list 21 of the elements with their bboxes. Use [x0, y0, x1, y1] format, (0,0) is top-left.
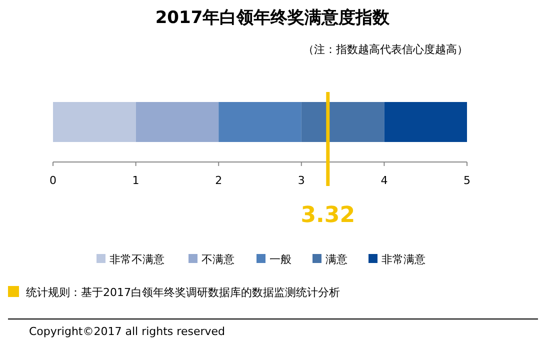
- legend-label: 一般: [270, 253, 292, 266]
- x-tick-label: 4: [380, 174, 388, 187]
- legend-label: 满意: [326, 253, 348, 266]
- x-tick-label: 0: [50, 174, 56, 187]
- bar: [301, 102, 384, 142]
- x-tick-label: 1: [132, 174, 140, 187]
- bar: [136, 102, 219, 142]
- legend-label: 不满意: [202, 253, 234, 266]
- chart-subtitle: （注：指数越高代表信心度越高）: [303, 43, 468, 56]
- bar: [53, 102, 136, 142]
- chart-title: 2017年白领年终奖满意度指数: [155, 8, 391, 28]
- x-tick-label: 2: [215, 174, 222, 187]
- legend-label: 非常满意: [382, 253, 426, 266]
- ref-line-label: 3.32: [300, 203, 356, 228]
- text: 统计规则：基于2017白领年终奖调研数据库的数据监测统计分析: [26, 286, 340, 299]
- x-tick-label: 3: [298, 174, 305, 187]
- bar: [384, 102, 467, 142]
- bar: [218, 102, 302, 142]
- text: Copyright©2017 all rights reserved: [29, 325, 225, 338]
- x-tick-label: 5: [464, 174, 470, 187]
- legend-label: 非常不满意: [110, 253, 164, 266]
